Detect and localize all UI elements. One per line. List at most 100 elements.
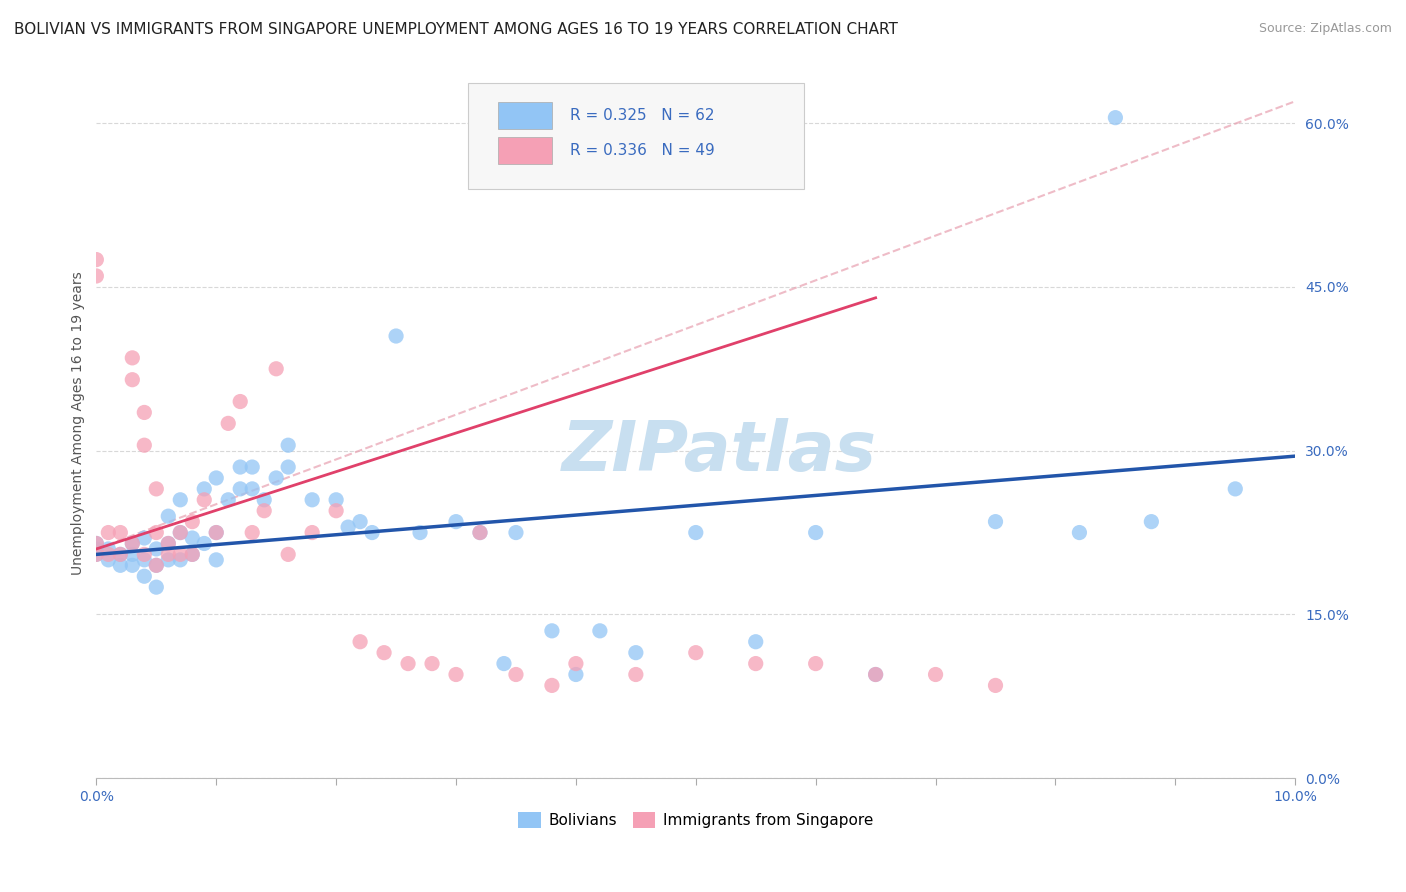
Y-axis label: Unemployment Among Ages 16 to 19 years: Unemployment Among Ages 16 to 19 years <box>72 271 86 575</box>
Point <box>240 460 263 475</box>
Point <box>97 548 120 562</box>
Point <box>541 678 564 692</box>
Point <box>624 646 647 660</box>
Point <box>745 634 768 648</box>
Point <box>145 558 167 573</box>
Point <box>349 634 371 648</box>
Point <box>589 624 612 638</box>
Point <box>349 515 371 529</box>
Point <box>145 558 167 573</box>
Text: R = 0.336   N = 49: R = 0.336 N = 49 <box>569 144 714 159</box>
Point <box>409 525 432 540</box>
Point <box>240 525 263 540</box>
Point <box>181 548 204 562</box>
Point <box>325 492 347 507</box>
Point <box>134 438 156 452</box>
Point <box>565 667 588 681</box>
Point <box>277 460 299 475</box>
Point <box>264 471 287 485</box>
Point <box>396 657 419 671</box>
FancyBboxPatch shape <box>498 102 553 128</box>
Point <box>984 678 1007 692</box>
Text: ZIPatlas: ZIPatlas <box>562 418 877 485</box>
Point <box>984 515 1007 529</box>
Point <box>468 525 491 540</box>
Point <box>505 667 527 681</box>
Point <box>277 438 299 452</box>
Point <box>229 460 252 475</box>
Point <box>373 646 395 660</box>
Point <box>110 558 132 573</box>
Point <box>169 553 191 567</box>
Point <box>745 657 768 671</box>
Point <box>205 525 228 540</box>
Point <box>865 667 887 681</box>
FancyBboxPatch shape <box>468 83 804 189</box>
Point <box>205 525 228 540</box>
Point <box>1069 525 1091 540</box>
Point <box>181 548 204 562</box>
Point <box>253 504 276 518</box>
Point <box>420 657 443 671</box>
Point <box>86 536 108 550</box>
Point <box>217 417 239 431</box>
Point <box>361 525 384 540</box>
Point <box>145 541 167 556</box>
Point <box>804 525 827 540</box>
Point <box>444 667 467 681</box>
Point <box>1104 111 1126 125</box>
Point <box>86 548 108 562</box>
Point <box>205 553 228 567</box>
Point <box>444 515 467 529</box>
Point <box>565 657 588 671</box>
Point <box>217 492 239 507</box>
Point <box>253 492 276 507</box>
Point <box>157 536 180 550</box>
Text: BOLIVIAN VS IMMIGRANTS FROM SINGAPORE UNEMPLOYMENT AMONG AGES 16 TO 19 YEARS COR: BOLIVIAN VS IMMIGRANTS FROM SINGAPORE UN… <box>14 22 898 37</box>
Point <box>97 553 120 567</box>
Point <box>169 492 191 507</box>
Text: R = 0.325   N = 62: R = 0.325 N = 62 <box>569 108 714 123</box>
Point <box>97 525 120 540</box>
Point <box>121 351 143 365</box>
Point <box>110 548 132 562</box>
Point <box>86 548 108 562</box>
Point <box>181 531 204 545</box>
Point <box>134 553 156 567</box>
FancyBboxPatch shape <box>498 137 553 164</box>
Point <box>134 405 156 419</box>
Point <box>134 548 156 562</box>
Point <box>301 525 323 540</box>
Point <box>505 525 527 540</box>
Point <box>1225 482 1247 496</box>
Point <box>121 536 143 550</box>
Point <box>193 482 215 496</box>
Point <box>193 536 215 550</box>
Point <box>181 515 204 529</box>
Point <box>121 536 143 550</box>
Point <box>157 548 180 562</box>
Point <box>110 548 132 562</box>
Point <box>157 509 180 524</box>
Point <box>624 667 647 681</box>
Point <box>264 361 287 376</box>
Point <box>924 667 946 681</box>
Point <box>685 525 707 540</box>
Point <box>240 482 263 496</box>
Point <box>385 329 408 343</box>
Point <box>325 504 347 518</box>
Point <box>134 569 156 583</box>
Point <box>169 525 191 540</box>
Legend: Bolivians, Immigrants from Singapore: Bolivians, Immigrants from Singapore <box>512 806 880 834</box>
Point <box>97 541 120 556</box>
Point <box>86 536 108 550</box>
Point <box>169 548 191 562</box>
Point <box>1140 515 1163 529</box>
Point <box>121 548 143 562</box>
Point <box>121 373 143 387</box>
Point <box>157 536 180 550</box>
Point <box>229 482 252 496</box>
Point <box>541 624 564 638</box>
Point <box>685 646 707 660</box>
Point <box>86 252 108 267</box>
